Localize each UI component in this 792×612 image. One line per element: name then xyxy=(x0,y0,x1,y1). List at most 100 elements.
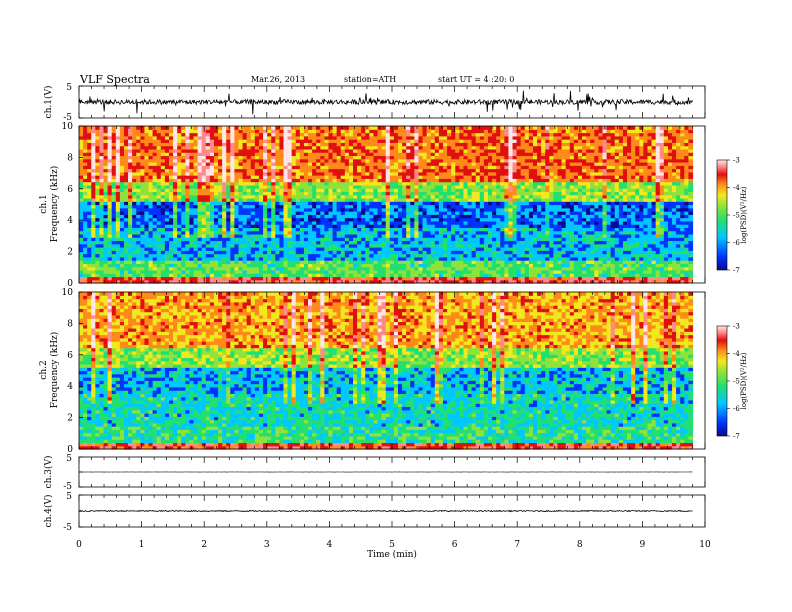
spectrogram-cell xyxy=(381,184,387,189)
spectrogram-cell xyxy=(303,191,309,196)
spectrogram-cell xyxy=(483,247,489,251)
spectrogram-cell xyxy=(422,237,428,242)
spectrogram-cell xyxy=(357,230,362,235)
spectrogram-cell xyxy=(443,132,448,137)
spectrogram-cell xyxy=(434,201,440,206)
spectrogram-cell xyxy=(254,220,260,225)
spectrogram-cell xyxy=(246,191,252,196)
spectrogram-cell xyxy=(238,188,244,193)
spectrogram-cell xyxy=(263,178,268,183)
spectrogram-cell xyxy=(479,269,485,274)
spectrogram-cell xyxy=(393,253,399,258)
spectrogram-cell xyxy=(128,273,133,278)
spectrogram-cell xyxy=(177,253,182,258)
spectrogram-cell xyxy=(385,204,391,209)
spectrogram-cell xyxy=(209,155,215,160)
spectrogram-cell xyxy=(144,175,150,179)
spectrogram-cell xyxy=(91,145,96,150)
spectrogram-cell xyxy=(295,132,301,137)
spectrogram-cell xyxy=(398,243,403,248)
spectrogram-cell xyxy=(218,207,223,212)
spectrogram-cell xyxy=(459,184,465,189)
spectrogram-cell xyxy=(459,142,465,147)
spectrogram-cell xyxy=(340,181,346,186)
spectrogram-cell xyxy=(160,148,166,153)
spectrogram-cell xyxy=(434,165,440,170)
spectrogram-cell xyxy=(279,220,285,225)
spectrogram-cell xyxy=(348,168,354,173)
spectrogram-cell xyxy=(361,152,366,157)
spectrogram-cell xyxy=(91,204,96,209)
spectrogram-cell xyxy=(128,129,133,134)
spectrogram-cell xyxy=(271,181,276,186)
spectrogram-cell xyxy=(242,129,248,134)
spectrogram-cell xyxy=(459,247,465,251)
spectrogram-cell xyxy=(336,243,342,248)
spectrogram-cell xyxy=(173,207,178,212)
spectrogram-cell xyxy=(283,266,289,271)
spectrogram-cell xyxy=(279,224,285,228)
spectrogram-cell xyxy=(324,279,330,284)
spectrogram-cell xyxy=(430,263,436,268)
spectrogram-cell xyxy=(132,135,137,140)
spectrogram-cell xyxy=(222,220,227,225)
spectrogram-cell xyxy=(275,233,280,238)
spectrogram-cell xyxy=(160,214,166,219)
spectrogram-cell xyxy=(357,161,362,166)
spectrogram-cell xyxy=(177,142,182,147)
spectrogram-cell xyxy=(369,279,375,284)
spectrogram-cell xyxy=(263,220,268,225)
spectrogram-cell xyxy=(123,250,129,255)
spectrogram-cell xyxy=(148,266,154,271)
spectrogram-cell xyxy=(132,129,137,134)
spectrogram-cell xyxy=(275,158,280,163)
spectrogram-cell xyxy=(168,211,174,215)
spectrogram-cell xyxy=(398,142,403,147)
spectrogram-cell xyxy=(348,148,354,153)
spectrogram-cell xyxy=(123,161,129,166)
spectrogram-cell xyxy=(291,207,297,212)
spectrogram-cell xyxy=(144,276,150,281)
spectrogram-cell xyxy=(393,207,399,212)
spectrogram-cell xyxy=(263,197,268,202)
spectrogram-cell xyxy=(115,178,121,183)
spectrogram-cell xyxy=(168,247,174,251)
spectrogram-cell xyxy=(238,263,244,268)
spectrogram-cell xyxy=(197,204,203,209)
spectrogram-cell xyxy=(357,168,362,173)
spectrogram-cell xyxy=(414,171,420,176)
spectrogram-cell xyxy=(487,142,493,147)
spectrogram-cell xyxy=(250,204,256,209)
spectrogram-cell xyxy=(254,175,260,179)
spectrogram-cell xyxy=(320,197,325,202)
spectrogram-cell xyxy=(254,201,260,206)
spectrogram-cell xyxy=(132,227,137,232)
spectrogram-cell xyxy=(451,135,456,140)
spectrogram-cell xyxy=(422,155,428,160)
spectrogram-cell xyxy=(144,253,150,258)
spectrogram-cell xyxy=(123,224,129,228)
spectrogram-cell xyxy=(218,224,223,228)
spectrogram-cell xyxy=(459,197,465,202)
spectrogram-cell xyxy=(123,184,129,189)
spectrogram-cell xyxy=(222,158,227,163)
spectrogram-cell xyxy=(451,204,456,209)
spectrogram-cell xyxy=(222,214,227,219)
spectrogram-cell xyxy=(263,204,268,209)
spectrogram-cell xyxy=(291,142,297,147)
spectrogram-cell xyxy=(287,214,293,219)
spectrogram-cell xyxy=(291,240,297,245)
spectrogram-cell xyxy=(357,269,362,274)
spectrogram-cell xyxy=(128,175,133,179)
spectrogram-cell xyxy=(279,135,285,140)
spectrogram-cell xyxy=(496,181,501,186)
spectrogram-cell xyxy=(213,273,219,278)
spectrogram-cell xyxy=(234,220,240,225)
spectrogram-cell xyxy=(496,197,501,202)
spectrogram-cell xyxy=(328,139,334,143)
spectrogram-cell xyxy=(222,194,227,199)
spectrogram-cell xyxy=(402,191,407,196)
spectrogram-cell xyxy=(136,230,141,235)
spectrogram-cell xyxy=(156,168,162,173)
spectrogram-cell xyxy=(328,148,334,153)
